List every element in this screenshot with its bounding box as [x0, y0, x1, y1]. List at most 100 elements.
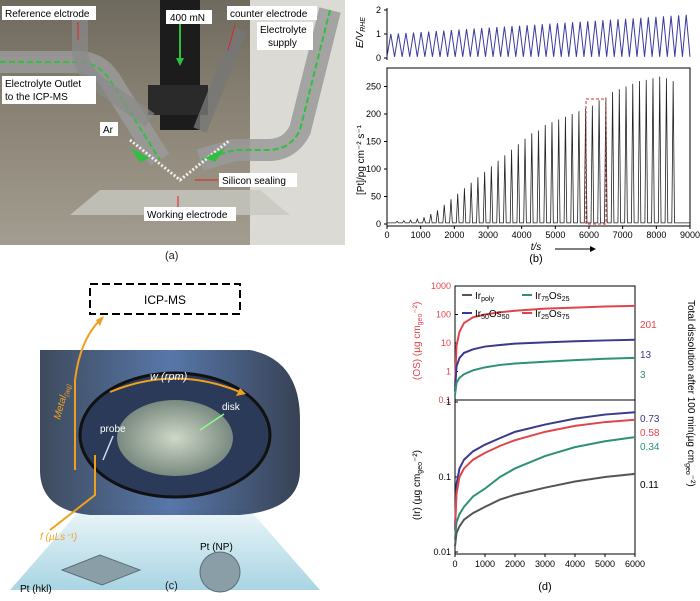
pt-np-label: Pt (NP) — [200, 542, 233, 553]
b-xtick-label: 0 — [384, 230, 389, 240]
metal-arrowhead — [96, 316, 104, 326]
d-top-ytick-label: 0.1 — [438, 395, 451, 405]
metal-flow — [74, 319, 101, 470]
icpms-box — [89, 283, 241, 315]
d-right-label: Total dissolution after 100 min(µg cmgeo… — [684, 300, 696, 487]
outlet-label-bg — [2, 76, 96, 104]
disk-surface — [117, 400, 233, 476]
outlet-label-2: to the ICP-MS — [5, 92, 68, 103]
force-label-bg — [166, 10, 212, 24]
caption-c: (c) — [165, 580, 178, 592]
b-xtick-label: 8000 — [646, 230, 666, 240]
disk-label: disk — [222, 402, 241, 413]
counter-label-bg — [227, 6, 317, 20]
b-xlabel-arrowhead — [590, 246, 596, 252]
rpm-arrowhead — [236, 388, 246, 396]
b-xtick-label: 4000 — [512, 230, 532, 240]
d-end-201: 201 — [640, 320, 657, 331]
d-end-3: 3 — [640, 370, 646, 381]
ref-tube — [72, 20, 155, 127]
d-top-ytick-label: 1000 — [431, 281, 451, 291]
b-top-ytick-label: 1 — [376, 29, 381, 39]
pt-np-particle — [199, 551, 241, 593]
d-bottom-ytick-label: 0.01 — [433, 547, 451, 557]
supply-label-bg — [257, 22, 313, 50]
d-top-series-Ir75Os25 — [454, 356, 636, 396]
d-xtick-label: 3000 — [535, 559, 555, 569]
panel-b-chart: 0 1 2 E/VRHE 0 50 100 150 200 250 0 1000 2000 3000… — [355, 5, 700, 265]
working-label: Working electrode — [147, 210, 228, 221]
ar-arrow-left — [130, 148, 150, 162]
working-label-bg — [144, 207, 236, 221]
d-top-ylabel: (OS) (µg cmgeo⁻²) — [412, 302, 424, 380]
b-bottom-ytick-label: 150 — [366, 137, 381, 147]
force-label: 400 mN — [170, 13, 205, 24]
b-xtick-label: 6000 — [579, 230, 599, 240]
counter-pointer — [227, 24, 236, 51]
force-arrowhead — [176, 58, 184, 66]
d-legend: Irpoly Ir75Os25 Ir50Os50 Ir25Os75 — [462, 291, 570, 321]
d-top-series-Ir25Os75 — [454, 304, 636, 387]
panel-c: ICP-MS w (rpm) Metal(aq) f (µLs⁻¹) probe… — [0, 270, 345, 596]
d-xtick-label: 4000 — [565, 559, 585, 569]
b-xtick-label: 7000 — [613, 230, 633, 240]
outlet-label-1: Electrolyte Outlet — [5, 79, 81, 90]
d-end-073: 0.73 — [640, 414, 660, 425]
ref-label-bg — [2, 6, 96, 20]
d-bottom-ytick-label: 0.1 — [438, 472, 451, 482]
supply-label-1: Electrolyte — [260, 25, 307, 36]
d-xtick-label: 1000 — [475, 559, 495, 569]
sealing-label-bg — [219, 173, 297, 187]
legend-ir75: Ir75Os25 — [535, 291, 570, 303]
b-highlight-box — [585, 98, 607, 225]
b-bottom-ytick-label: 0 — [376, 219, 381, 229]
b-bottom-ytick-label: 250 — [366, 82, 381, 92]
pt-hkl-label: Pt (hkl) — [20, 584, 52, 595]
d-top-ytick-label: 10 — [441, 338, 451, 348]
b-pt-line — [387, 76, 690, 224]
flow-label: f (µLs⁻¹) — [40, 532, 77, 543]
v-channel — [129, 138, 231, 182]
b-bottom-frame — [386, 67, 691, 227]
d-end-034: 0.34 — [640, 442, 660, 453]
b-xtick-label: 2000 — [444, 230, 464, 240]
legend-ir50: Ir50Os50 — [475, 309, 510, 321]
d-top-series-Ir50Os50 — [454, 338, 636, 392]
d-end-13: 13 — [640, 350, 652, 361]
legend-poly: Irpoly — [475, 291, 494, 303]
supply-label-2: supply — [268, 38, 297, 49]
probe-label: probe — [100, 424, 126, 435]
d-end-011: 0.11 — [640, 480, 659, 491]
d-bottom-ytick-label: 1 — [446, 397, 451, 407]
b-xtick-label: 9000 — [680, 230, 700, 240]
d-top-ytick-label: 100 — [436, 310, 451, 320]
counter-tube — [193, 27, 247, 133]
sealing-label: Silicon sealing — [222, 176, 286, 187]
rpm-label: w (rpm) — [150, 371, 188, 383]
panel-a: Reference elctrode 400 mN counter electr… — [0, 0, 345, 245]
illumination-cone — [10, 510, 320, 590]
inlet-flow — [49, 455, 96, 531]
probe-arrow — [102, 435, 114, 461]
b-xtick-label: 5000 — [545, 230, 565, 240]
caption-b: (b) — [529, 253, 542, 265]
d-top-ytick-label: 1 — [446, 367, 451, 377]
d-xtick-label: 6000 — [625, 559, 645, 569]
d-bottom-ylabel: (Ir) (µg cmgeo⁻²) — [412, 450, 424, 520]
d-xtick-label: 0 — [452, 559, 457, 569]
ar-label-bg — [100, 122, 118, 136]
rpm-arc — [109, 377, 241, 393]
legend-ir25: Ir25Os75 — [535, 309, 570, 321]
pt-hkl-slab — [60, 554, 142, 586]
d-bottom-series-Ir25Os75 — [454, 418, 636, 530]
electrode-rim — [78, 371, 272, 499]
ar-label: Ar — [103, 125, 114, 136]
d-bottom-series-Ir75Os25 — [454, 436, 636, 539]
b-bottom-ytick-label: 50 — [371, 192, 381, 202]
b-bottom-ylabel: [Pt]/pg cm⁻² s⁻¹ — [356, 124, 367, 195]
d-bottom-series-Irpoly — [454, 472, 636, 547]
ar-arrow-right — [205, 148, 225, 162]
caption-a: (a) — [165, 250, 179, 262]
icpms-label: ICP-MS — [144, 293, 186, 307]
d-xtick-label: 5000 — [595, 559, 615, 569]
